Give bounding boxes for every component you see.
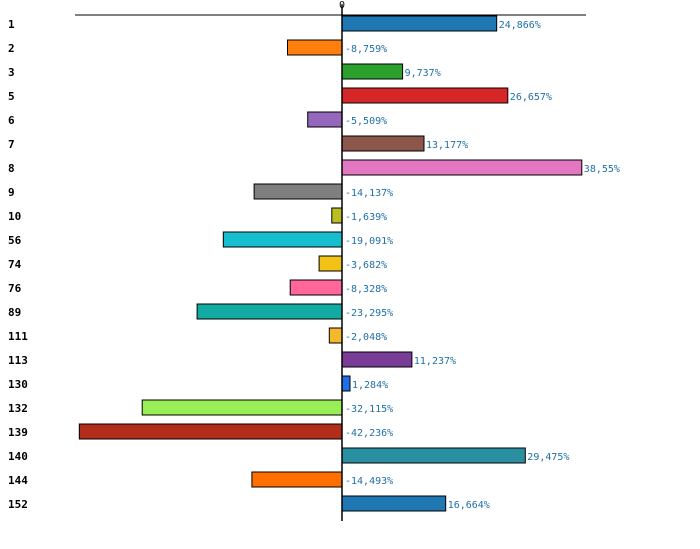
bar-113 xyxy=(341,351,413,368)
value-label-76: -8,328% xyxy=(345,284,387,295)
bar-3 xyxy=(341,63,404,80)
bar-56 xyxy=(222,231,343,248)
category-label-1: 1 xyxy=(8,18,15,31)
value-label-89: -23,295% xyxy=(345,308,393,319)
category-label-7: 7 xyxy=(8,138,15,151)
value-label-9: -14,137% xyxy=(345,188,393,199)
category-label-152: 152 xyxy=(8,498,28,511)
category-label-139: 139 xyxy=(8,426,28,439)
value-label-7: 13,177% xyxy=(426,140,468,151)
bar-152 xyxy=(341,495,447,512)
category-label-113: 113 xyxy=(8,354,28,367)
bar-132 xyxy=(141,399,343,416)
category-label-140: 140 xyxy=(8,450,28,463)
category-label-130: 130 xyxy=(8,378,28,391)
bar-140 xyxy=(341,447,526,464)
category-label-3: 3 xyxy=(8,66,15,79)
value-label-130: 1,284% xyxy=(352,380,388,391)
bar-1 xyxy=(341,15,498,32)
value-label-6: -5,509% xyxy=(345,116,387,127)
category-label-9: 9 xyxy=(8,186,15,199)
value-label-74: -3,682% xyxy=(345,260,387,271)
category-label-89: 89 xyxy=(8,306,21,319)
category-label-111: 111 xyxy=(8,330,28,343)
bars-group: 1 24,866% 2 -8,759% 3 9,737% 5 26,657% 6 -5,509% 7… xyxy=(8,15,620,512)
category-label-8: 8 xyxy=(8,162,15,175)
bar-144 xyxy=(251,471,343,488)
value-label-140: 29,475% xyxy=(527,452,569,463)
value-label-3: 9,737% xyxy=(405,68,441,79)
bar-8 xyxy=(341,159,583,176)
value-label-132: -32,115% xyxy=(345,404,393,415)
category-label-2: 2 xyxy=(8,42,15,55)
category-label-74: 74 xyxy=(8,258,22,271)
value-label-144: -14,493% xyxy=(345,476,393,487)
value-label-152: 16,664% xyxy=(448,500,490,511)
bar-10 xyxy=(331,207,343,224)
category-label-6: 6 xyxy=(8,114,15,127)
value-label-8: 38,55% xyxy=(584,164,620,175)
value-label-10: -1,639% xyxy=(345,212,387,223)
bar-7 xyxy=(341,135,425,152)
bar-2 xyxy=(287,39,343,56)
bar-139 xyxy=(78,423,343,440)
bar-9 xyxy=(253,183,343,200)
bar-5 xyxy=(341,87,509,104)
category-label-76: 76 xyxy=(8,282,22,295)
value-label-139: -42,236% xyxy=(345,428,393,439)
bar-76 xyxy=(289,279,343,296)
category-label-5: 5 xyxy=(8,90,15,103)
value-label-56: -19,091% xyxy=(345,236,393,247)
bar-6 xyxy=(307,111,343,128)
value-label-111: -2,048% xyxy=(345,332,387,343)
bar-130 xyxy=(341,375,351,392)
bar-89 xyxy=(196,303,343,320)
category-label-10: 10 xyxy=(8,210,21,223)
value-label-1: 24,866% xyxy=(499,20,541,31)
category-label-132: 132 xyxy=(8,402,28,415)
value-label-113: 11,237% xyxy=(414,356,456,367)
category-label-56: 56 xyxy=(8,234,22,247)
category-label-144: 144 xyxy=(8,474,28,487)
value-label-5: 26,657% xyxy=(510,92,552,103)
bar-111 xyxy=(328,327,343,344)
value-label-2: -8,759% xyxy=(345,44,387,55)
bar-74 xyxy=(318,255,343,272)
